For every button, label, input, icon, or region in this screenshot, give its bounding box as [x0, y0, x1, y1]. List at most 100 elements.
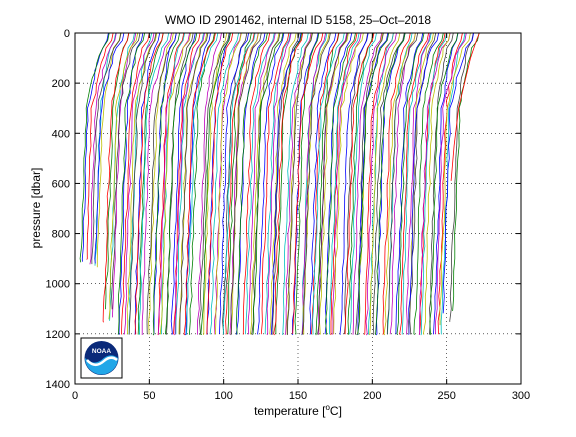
profile-line-48	[199, 32, 230, 335]
profile-line-39	[174, 32, 205, 336]
profile-line-15	[117, 32, 145, 335]
profile-line-79	[273, 32, 304, 336]
profile-line-27	[146, 32, 177, 335]
x-axis-label: temperature [oC]	[254, 403, 342, 418]
profile-line-128	[399, 32, 429, 336]
y-tick-label-2: 400	[52, 128, 70, 140]
profile-line-6	[91, 32, 122, 265]
y-tick-label-6: 1200	[46, 329, 70, 341]
profile-line-59	[222, 32, 256, 335]
profile-line-114	[363, 32, 394, 335]
profile-line-0	[81, 32, 109, 262]
profile-line-22	[137, 32, 164, 335]
profile-line-52	[209, 32, 239, 335]
profile-line-116	[365, 32, 397, 336]
profile-line-80	[282, 32, 309, 336]
profile-line-20	[128, 32, 157, 335]
profile-line-85	[294, 32, 320, 335]
profile-line-2	[86, 32, 114, 260]
profile-line-44	[183, 32, 216, 336]
profile-line-82	[286, 32, 313, 335]
profile-line-136	[420, 32, 447, 336]
profile-line-83	[286, 32, 313, 336]
y-tick-label-3: 600	[52, 178, 70, 190]
profile-line-124	[383, 32, 416, 336]
profile-line-144	[434, 32, 467, 335]
profile-line-108	[349, 32, 377, 335]
profile-line-143	[440, 32, 466, 335]
profile-line-78	[275, 32, 303, 335]
profile-line-139	[428, 32, 454, 335]
profile-line-126	[395, 32, 424, 335]
profile-line-54	[214, 32, 242, 335]
profile-line-88	[301, 32, 326, 335]
profile-line-86	[292, 32, 324, 334]
profile-line-96	[319, 32, 349, 335]
profile-line-93	[310, 32, 339, 335]
profile-line-113	[357, 32, 390, 336]
profile-line-18	[123, 32, 155, 335]
profile-line-46	[197, 32, 222, 335]
profile-line-125	[386, 32, 419, 335]
profile-line-77	[270, 32, 302, 335]
profile-line-102	[331, 32, 362, 335]
profile-line-17	[128, 32, 152, 335]
profile-line-65	[242, 32, 271, 335]
profile-line-34	[165, 32, 194, 335]
noaa-logo-text: NOAA	[92, 348, 111, 355]
profile-line-73	[264, 32, 291, 335]
y-tick-label-0: 0	[64, 28, 70, 40]
y-axis-label: pressure [dbar]	[29, 168, 43, 249]
profile-line-68	[250, 32, 280, 335]
profile-line-43	[188, 32, 215, 335]
profile-line-57	[227, 32, 252, 335]
profile-line-123	[389, 32, 416, 335]
x-tick-label-6: 300	[512, 390, 530, 402]
profile-line-90	[302, 32, 331, 335]
profile-line-26	[148, 32, 174, 335]
profile-line-118	[372, 32, 405, 336]
profile-line-121	[382, 32, 411, 335]
y-tick-label-1: 200	[52, 78, 70, 90]
profile-line-99	[325, 32, 356, 335]
y-tick-label-4: 800	[52, 229, 70, 241]
y-tick-label-5: 1000	[46, 279, 70, 291]
profile-line-38	[175, 32, 204, 335]
profile-line-142	[437, 32, 463, 335]
profile-line-130	[405, 32, 431, 335]
profile-line-23	[134, 32, 164, 335]
profile-line-104	[343, 32, 369, 335]
profile-line-75	[269, 32, 297, 335]
profile-line-149	[450, 32, 480, 181]
profile-line-42	[184, 32, 211, 336]
axis-ticks: 0 50 100 150 200 250 300 0 200 400 600 800 1000 1200 1…	[46, 28, 531, 402]
profile-line-94	[312, 32, 345, 335]
profile-line-127	[396, 32, 425, 336]
profile-line-137	[418, 32, 451, 336]
profile-line-13	[111, 32, 141, 310]
profile-line-81	[284, 32, 312, 336]
profile-line-12	[108, 32, 139, 320]
profile-line-19	[126, 32, 158, 335]
profile-line-109	[352, 32, 383, 335]
profile-lines	[79, 32, 480, 336]
profile-line-106	[347, 32, 374, 335]
profile-line-33	[159, 32, 191, 335]
y-tick-label-7: 1400	[46, 379, 70, 391]
profile-line-1	[79, 32, 110, 263]
profile-line-56	[219, 32, 249, 334]
profile-line-67	[247, 32, 276, 335]
profile-line-145	[439, 32, 471, 326]
profile-line-31	[160, 32, 185, 335]
profile-line-4	[89, 32, 117, 265]
profile-line-45	[186, 32, 219, 335]
profile-line-103	[333, 32, 364, 335]
profile-line-29	[152, 32, 180, 336]
profile-line-133	[408, 32, 439, 335]
profile-line-117	[369, 32, 401, 335]
profile-line-36	[164, 32, 198, 335]
profile-line-16	[121, 32, 150, 335]
profile-line-62	[230, 32, 262, 336]
chart-title: WMO ID 2901462, internal ID 5158, 25–Oct…	[165, 13, 431, 27]
